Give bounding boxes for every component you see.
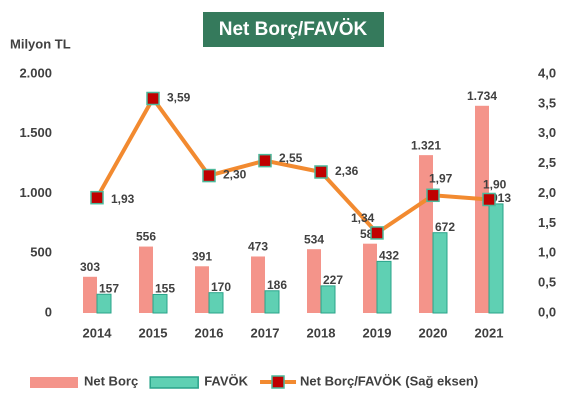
chart-title: Net Borç/FAVÖK <box>219 19 368 40</box>
legend-swatch <box>271 375 285 389</box>
bar <box>363 243 377 313</box>
y-tick-label: 0 <box>45 304 52 319</box>
line-value-label: 3,59 <box>167 91 191 105</box>
line-value-label: 1,90 <box>483 178 507 192</box>
x-tick-label: 2020 <box>419 325 448 340</box>
bar <box>320 285 336 314</box>
bar-value-label: 157 <box>99 281 119 295</box>
line-value-label: 1,34 <box>351 211 375 225</box>
bar <box>139 246 153 313</box>
x-tick-label: 2014 <box>83 325 113 340</box>
line-marker <box>314 165 328 179</box>
legend-label: FAVÖK <box>204 373 248 388</box>
y2-tick-label: 0,0 <box>538 304 556 319</box>
legend-label: Net Borç <box>84 373 138 388</box>
x-tick-label: 2017 <box>251 325 280 340</box>
line-value-label: 1,93 <box>111 192 135 206</box>
y2-tick-label: 1,0 <box>538 245 556 260</box>
x-tick-label: 2021 <box>475 325 504 340</box>
bar <box>488 203 504 314</box>
y2-tick-label: 2,0 <box>538 185 556 200</box>
legend-label: Net Borç/FAVÖK (Sağ eksen) <box>300 373 478 388</box>
line-marker <box>90 190 104 205</box>
y2-tick-label: 3,5 <box>538 95 556 110</box>
legend-swatch <box>30 377 78 388</box>
title-box <box>203 12 384 47</box>
line-marker <box>146 91 160 106</box>
bar-value-label: 473 <box>248 240 268 254</box>
bar-value-label: 303 <box>80 260 100 274</box>
line-value-label: 1,97 <box>429 171 453 185</box>
bar <box>475 105 489 313</box>
bar-value-label: 155 <box>155 282 175 296</box>
y-tick-label: 1.000 <box>19 185 52 200</box>
line-marker <box>202 168 216 183</box>
line-value-label: 2,55 <box>279 151 303 165</box>
y2-tick-label: 4,0 <box>538 65 556 80</box>
bar <box>83 276 97 313</box>
line <box>95 94 490 236</box>
bar-value-label: 170 <box>211 280 231 294</box>
bar-value-label: 391 <box>192 249 212 263</box>
y-tick-label: 2.000 <box>19 65 52 80</box>
x-tick-label: 2019 <box>363 325 392 340</box>
x-tick-label: 2018 <box>307 325 336 340</box>
y-axis-label: Milyon TL <box>10 36 71 51</box>
x-tick-label: 2016 <box>195 325 224 340</box>
bar-value-label: 556 <box>136 230 156 244</box>
y-tick-label: 500 <box>30 245 52 260</box>
bar-value-label: 913 <box>491 191 511 205</box>
line-value-label: 2,36 <box>335 164 359 178</box>
y2-tick-label: 1,5 <box>538 215 556 230</box>
bar <box>152 293 168 314</box>
line-marker <box>258 153 272 168</box>
bar-value-label: 186 <box>267 278 287 292</box>
line-value-label: 2,30 <box>223 168 247 182</box>
bar <box>96 293 112 314</box>
bar-value-label: 534 <box>304 232 324 246</box>
bar <box>376 260 392 314</box>
bar-value-label: 1.321 <box>411 138 441 152</box>
y2-tick-label: 2,5 <box>538 155 556 170</box>
y-tick-label: 1.500 <box>19 125 52 140</box>
line-marker <box>482 192 496 207</box>
bar <box>251 256 265 313</box>
bar-value-label: 1.734 <box>467 89 497 103</box>
bar-value-label: 432 <box>379 249 399 263</box>
line-marker <box>426 188 440 203</box>
bar <box>208 292 224 314</box>
x-tick-label: 2015 <box>139 325 168 340</box>
bar <box>195 266 209 313</box>
bar <box>264 290 280 314</box>
bar-value-label: 672 <box>435 220 455 234</box>
y2-tick-label: 0,5 <box>538 275 556 290</box>
legend-swatch <box>149 376 199 389</box>
bar <box>432 232 448 314</box>
bar-value-label: 227 <box>323 273 343 287</box>
line-marker <box>370 226 384 240</box>
bar <box>307 249 321 313</box>
y2-tick-label: 3,0 <box>538 125 556 140</box>
